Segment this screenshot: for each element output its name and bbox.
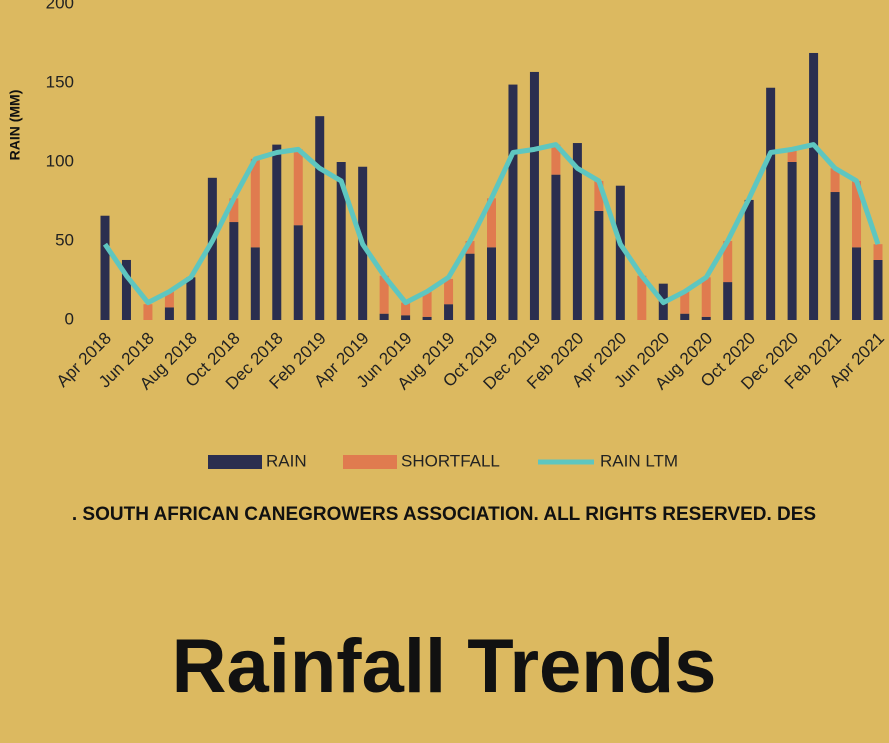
bar-segment bbox=[787, 162, 797, 320]
legend-swatch bbox=[343, 455, 397, 469]
footer: . SOUTH AFRICAN CANEGROWERS ASSOCIATION.… bbox=[72, 504, 816, 525]
bar-segment bbox=[164, 307, 174, 320]
y-tick-label: 150 bbox=[46, 72, 74, 91]
bar-segment bbox=[701, 316, 711, 320]
bar-segment bbox=[873, 259, 883, 320]
bar-segment bbox=[680, 313, 690, 320]
bar-segment bbox=[444, 278, 454, 305]
bar-segment bbox=[121, 259, 131, 320]
bar-segment bbox=[615, 185, 625, 320]
bar-segment bbox=[186, 277, 196, 320]
bar-segment bbox=[551, 144, 561, 175]
bar-segment bbox=[723, 241, 733, 283]
bar-segment bbox=[229, 198, 239, 223]
bar-segment bbox=[207, 177, 217, 320]
legend-label: SHORTFALL bbox=[401, 451, 500, 470]
bar-segment bbox=[809, 52, 819, 320]
bar-segment bbox=[315, 116, 325, 321]
bar-segment bbox=[250, 158, 260, 248]
bar-segment bbox=[229, 222, 239, 320]
bar-segment bbox=[529, 71, 539, 320]
bar-segment bbox=[572, 143, 582, 320]
bar-segment bbox=[100, 215, 110, 320]
bar-segment bbox=[422, 316, 432, 320]
bar-segment bbox=[487, 198, 496, 248]
bar-segment bbox=[293, 225, 303, 320]
bar-segment bbox=[272, 144, 282, 320]
bar-segment bbox=[444, 304, 454, 320]
bar-segment bbox=[422, 291, 432, 317]
bar-segment bbox=[143, 304, 153, 320]
y-axis-label: RAIN (MM) bbox=[7, 90, 23, 161]
bar-segment bbox=[594, 210, 604, 320]
bar-segment bbox=[830, 168, 840, 193]
bar-segment bbox=[465, 253, 475, 320]
bar-segment bbox=[830, 192, 840, 320]
bar-segment bbox=[401, 302, 411, 316]
bar-segment bbox=[852, 247, 862, 320]
bar-segment bbox=[723, 282, 733, 320]
heading: Rainfall Trends bbox=[172, 624, 717, 709]
bar-segment bbox=[787, 149, 797, 162]
bar-segment bbox=[508, 84, 518, 320]
y-tick-label: 200 bbox=[46, 0, 74, 12]
bar-segment bbox=[250, 247, 260, 320]
bar-segment bbox=[680, 291, 690, 314]
bar-segment bbox=[637, 275, 647, 320]
y-tick-label: 100 bbox=[46, 151, 74, 170]
y-tick-label: 0 bbox=[65, 309, 74, 328]
bar-segment bbox=[551, 174, 561, 320]
bar-segment bbox=[336, 162, 346, 320]
bar-segment bbox=[487, 247, 496, 320]
legend-label: RAIN LTM bbox=[600, 451, 678, 470]
bar-segment bbox=[164, 291, 174, 308]
bar-segment bbox=[379, 313, 389, 320]
bar-segment bbox=[401, 315, 411, 320]
legend-swatch bbox=[208, 455, 262, 469]
bar-segment bbox=[766, 87, 776, 321]
y-tick-label: 50 bbox=[55, 230, 74, 249]
bar-segment bbox=[701, 277, 711, 317]
legend-label: RAIN bbox=[266, 451, 307, 470]
bar-segment bbox=[293, 149, 303, 226]
bar-segment bbox=[379, 275, 389, 314]
bar-segment bbox=[465, 241, 475, 254]
line bbox=[102, 142, 881, 306]
bar-segment bbox=[594, 180, 604, 211]
bar-segment bbox=[744, 199, 754, 320]
bar-segment bbox=[873, 244, 883, 260]
bar-segment bbox=[852, 180, 862, 248]
